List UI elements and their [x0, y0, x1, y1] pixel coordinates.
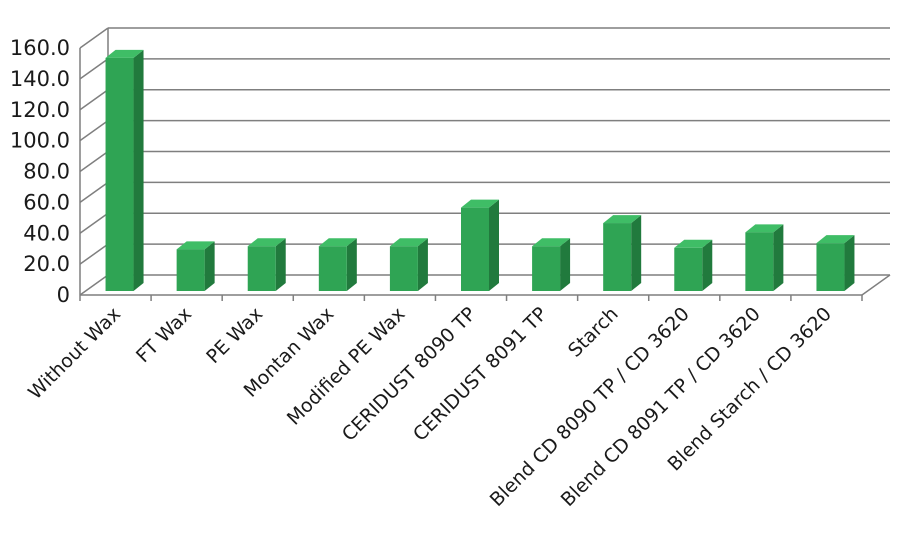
bar	[318, 238, 357, 291]
x-category-label: CERIDUST 8090 TP	[338, 303, 481, 446]
bar	[674, 239, 713, 291]
y-tick-label: 60.0	[23, 190, 70, 214]
bar-side	[702, 239, 713, 291]
bar	[176, 241, 215, 291]
bar	[105, 49, 144, 291]
bar-front	[105, 57, 134, 291]
y-tick-label: 140.0	[10, 67, 70, 91]
bar-side	[204, 241, 215, 291]
bar-top	[603, 215, 642, 224]
bar-side	[631, 215, 642, 291]
x-category-label: Without Wax	[24, 303, 125, 404]
y-tick-label: 100.0	[10, 129, 70, 153]
gridline-side	[79, 181, 109, 203]
bar-top	[532, 238, 571, 247]
bar-top	[105, 49, 144, 58]
bar	[745, 224, 784, 291]
gridline-side	[79, 274, 109, 296]
y-tick-label: 120.0	[10, 98, 70, 122]
y-tick-label: 160.0	[10, 36, 70, 60]
bar	[603, 215, 642, 291]
x-category-label: CERIDUST 8091 TP	[409, 303, 552, 446]
bar-side	[844, 235, 855, 291]
bar-side	[275, 238, 286, 291]
bar-front	[176, 249, 205, 291]
bar-top	[816, 235, 855, 244]
bar-side	[417, 238, 428, 291]
y-tick-label: 40.0	[23, 221, 70, 245]
gridline-side	[79, 58, 109, 80]
bar-side	[346, 238, 357, 291]
y-tick-label: 80.0	[23, 160, 70, 184]
bar	[816, 235, 855, 291]
bar-top	[745, 224, 784, 233]
gridline-side	[79, 89, 109, 111]
gridline-side	[79, 120, 109, 142]
bar-top	[247, 238, 286, 247]
bar-top	[176, 241, 215, 250]
bar-side	[773, 224, 784, 291]
x-category-label: Modified PE Wax	[283, 303, 410, 430]
bar-front	[603, 223, 632, 291]
x-category-label: FT Wax	[132, 303, 196, 367]
bar-top	[461, 199, 499, 208]
bar-front	[247, 246, 276, 291]
bar-top	[318, 238, 357, 247]
bar-side	[133, 49, 144, 291]
chart-bars	[105, 49, 855, 291]
bar-front	[461, 207, 489, 291]
x-category-label: PE Wax	[202, 303, 267, 368]
y-tick-label: 0	[57, 283, 70, 307]
bar-front	[532, 246, 561, 291]
bar-front	[745, 232, 774, 291]
bar-front	[674, 247, 703, 291]
x-category-label: Starch	[564, 303, 623, 362]
bar-front	[816, 243, 845, 291]
bar-side	[560, 238, 571, 291]
bar-top	[674, 239, 713, 248]
bar-side	[489, 199, 499, 291]
y-tick-label: 20.0	[23, 252, 70, 276]
gridline-side	[79, 243, 109, 265]
gridline-side	[79, 150, 109, 173]
y-axis-ticks: 0 20.0 40.0 60.0 80.0 100.0 120.0 140.0 160.0	[10, 36, 70, 307]
bar	[389, 238, 428, 291]
bar-top	[389, 238, 428, 247]
bar	[532, 238, 571, 291]
bar	[461, 199, 499, 291]
gridline-side	[79, 212, 109, 234]
chart-grid	[79, 27, 891, 301]
bar-front	[318, 246, 347, 291]
floor-right-edge	[861, 274, 891, 296]
bar	[247, 238, 286, 291]
bar-front	[389, 246, 418, 291]
gridline-side	[79, 27, 109, 49]
